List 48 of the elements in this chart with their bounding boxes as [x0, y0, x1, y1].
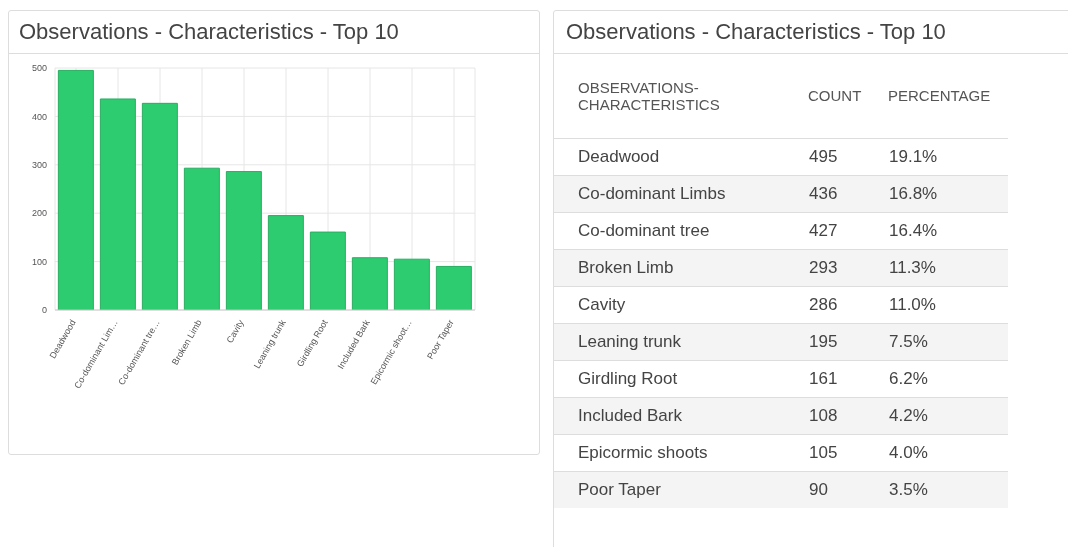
category-label: Included Bark — [577, 404, 683, 427]
data-label: 427 — [808, 219, 839, 242]
text: PERCENTAGE — [888, 86, 992, 107]
data-label: 90 — [808, 478, 829, 501]
y-tick-label: 200 — [31, 208, 47, 219]
bar — [435, 265, 472, 310]
data-label: 105 — [808, 441, 839, 464]
bar — [267, 215, 304, 310]
data-label: 3.5% — [888, 478, 929, 501]
y-tick-label: 100 — [31, 256, 47, 267]
y-tick-label: 300 — [31, 159, 47, 170]
y-tick-label: 500 — [31, 63, 47, 74]
bar — [393, 258, 430, 310]
data-label: 195 — [808, 330, 839, 353]
chart-title: Observations - Characteristics - Top 10 — [9, 11, 539, 54]
category-label: Co-dominant Limbs — [577, 182, 727, 205]
category-label: Deadwood — [577, 145, 661, 168]
data-label: 11.0% — [888, 293, 937, 316]
bar — [183, 167, 220, 310]
data-label: 6.2% — [888, 367, 929, 390]
data-label: 11.3% — [888, 256, 937, 279]
bar — [225, 171, 262, 310]
data-label: 4.2% — [888, 404, 929, 427]
bar — [351, 257, 388, 310]
text: COUNT — [808, 86, 863, 107]
data-label: 16.8% — [888, 182, 939, 205]
data-label: 19.1% — [888, 145, 939, 168]
data-label: 161 — [808, 367, 839, 390]
text: OBSERVATIONS-CHARACTERISTICS — [578, 78, 721, 113]
text: Observations - Characteristics - Top 10 — [565, 18, 947, 46]
bar — [141, 102, 178, 310]
y-tick-label: 0 — [41, 305, 47, 316]
data-label: 286 — [808, 293, 839, 316]
category-label: Co-dominant tree — [577, 219, 711, 242]
data-label: 495 — [808, 145, 839, 168]
category-label: Epicormic shoots — [577, 441, 709, 464]
data-label: 293 — [808, 256, 839, 279]
data-label: 16.4% — [888, 219, 939, 242]
category-label: Cavity — [577, 293, 627, 316]
category-label: Broken Limb — [577, 256, 675, 279]
data-label: 7.5% — [888, 330, 929, 353]
bar — [309, 231, 346, 310]
data-label: 108 — [808, 404, 839, 427]
y-tick-label: 400 — [31, 111, 47, 122]
data-label: 436 — [808, 182, 839, 205]
data-label: 4.0% — [888, 441, 929, 464]
category-label: Poor Taper — [577, 478, 662, 501]
bar — [99, 98, 136, 310]
